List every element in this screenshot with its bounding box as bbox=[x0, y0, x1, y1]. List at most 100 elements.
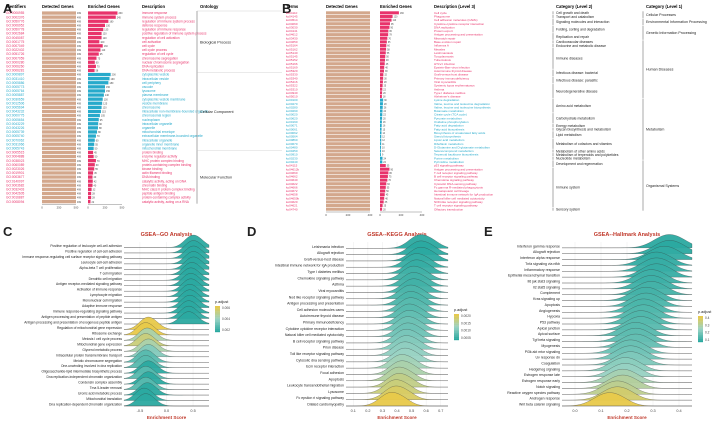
term-label: Hedgehog signaling bbox=[529, 367, 560, 371]
enriched-bar bbox=[380, 204, 383, 208]
row-term: ko00480 bbox=[286, 145, 298, 149]
enriched-label: 30 bbox=[384, 100, 387, 102]
row-identifier: GO:0000280 bbox=[6, 60, 24, 64]
category2-label: Cell growth and death bbox=[556, 11, 589, 15]
term-label: Activation of immune response bbox=[77, 288, 122, 292]
legend-gradient-step bbox=[698, 330, 703, 332]
enriched-label: 55 bbox=[387, 53, 390, 55]
row-description: kinase binding bbox=[142, 167, 163, 171]
enriched-bar bbox=[380, 47, 387, 51]
enriched-bar bbox=[380, 33, 389, 37]
ontology-label: Molecular Function bbox=[200, 176, 232, 180]
panel-e-letter: E bbox=[484, 224, 493, 239]
row-description: mitochondrial membrane bbox=[142, 147, 177, 151]
category2-label: Development and regeneration bbox=[556, 162, 603, 166]
detected-bar bbox=[42, 109, 76, 114]
detected-bar bbox=[42, 81, 76, 85]
x-tick-label: 0.3 bbox=[650, 409, 655, 413]
term-label: Mononuclear cell migration bbox=[83, 299, 123, 303]
term-label: Il6 jak stat3 signaling bbox=[528, 280, 561, 284]
term-label: Interferon gamma response bbox=[517, 244, 560, 248]
row-identifier: GO:0050776 bbox=[6, 19, 24, 23]
row-identifier: GO:0006260 bbox=[6, 65, 24, 69]
row-identifier: GO:0045087 bbox=[6, 36, 24, 40]
legend-gradient-step bbox=[215, 312, 220, 314]
detected-bar bbox=[326, 105, 370, 109]
row-identifier: GO:0023026 bbox=[6, 167, 24, 171]
detected-bar bbox=[42, 19, 76, 23]
row-identifier: GO:0019901 bbox=[6, 171, 24, 175]
enriched-bar bbox=[380, 11, 399, 15]
enriched-label: 70 bbox=[97, 66, 100, 69]
x-axis-title: Enrichment Score bbox=[607, 415, 647, 420]
term-label: Viral myocarditis bbox=[318, 289, 344, 293]
detected-bar bbox=[326, 62, 370, 66]
enriched-bar bbox=[380, 65, 385, 69]
legend-gradient-step bbox=[698, 329, 703, 331]
legend-title: p.adjust bbox=[454, 308, 468, 312]
detected-bar bbox=[326, 22, 370, 26]
density-ridge bbox=[346, 392, 448, 407]
legend-gradient-step bbox=[698, 316, 703, 318]
detected-label: 499 bbox=[77, 127, 82, 130]
enriched-label: 16 bbox=[383, 126, 386, 128]
enriched-label: 130 bbox=[104, 45, 109, 48]
row-description: chromosomal region bbox=[142, 114, 171, 118]
enriched-axis-tick: 200 bbox=[399, 213, 404, 217]
detected-label: 499 bbox=[77, 94, 82, 97]
enriched-axis-tick: 400 bbox=[420, 213, 425, 217]
row-description: MHC class II protein complex binding bbox=[142, 188, 195, 192]
term-label: P53 pathway bbox=[540, 321, 560, 325]
enriched-bar bbox=[88, 27, 104, 32]
row-description: Epstein-Barr virus infection bbox=[434, 65, 470, 69]
enriched-bar bbox=[380, 189, 386, 193]
detected-bar bbox=[326, 167, 370, 171]
term-label: Meiosis I cell cycle process bbox=[82, 337, 122, 341]
enriched-bar bbox=[88, 11, 118, 15]
detected-label: 499 bbox=[77, 70, 82, 73]
enriched-label: 40 bbox=[94, 184, 97, 187]
category2-label: Folding, sorting and degradation bbox=[556, 27, 605, 31]
enriched-bar bbox=[88, 179, 93, 183]
row-identifier: GO:0005739 bbox=[6, 130, 24, 134]
enriched-bar bbox=[380, 25, 390, 29]
detected-label: 499 bbox=[77, 37, 82, 40]
row-term: ko05169 bbox=[286, 65, 298, 69]
enriched-label: 120 bbox=[103, 37, 108, 40]
enriched-bar bbox=[380, 113, 383, 117]
legend-gradient-step bbox=[215, 325, 220, 327]
enriched-bar bbox=[88, 31, 102, 36]
enriched-label: 22 bbox=[91, 201, 94, 204]
enriched-label: 18 bbox=[383, 122, 386, 124]
enriched-bar bbox=[380, 200, 384, 204]
enriched-label: 190 bbox=[111, 78, 116, 81]
detected-bar bbox=[42, 159, 76, 163]
enriched-label: 50 bbox=[95, 156, 98, 159]
density-ridge bbox=[561, 292, 693, 307]
row-description: D-Glutamine and D-glutamate metabolism bbox=[434, 145, 491, 149]
row-identifier: GO:0005764 bbox=[6, 89, 24, 93]
detected-bar bbox=[326, 193, 370, 197]
enriched-bar bbox=[380, 87, 383, 91]
detected-label: 499 bbox=[77, 12, 82, 15]
detected-bar bbox=[326, 73, 370, 77]
col-header-ontology: Ontology bbox=[200, 4, 219, 9]
detected-axis-tick: 500 bbox=[74, 206, 79, 210]
detected-bar bbox=[42, 179, 76, 183]
row-description: Influenza A bbox=[434, 44, 449, 48]
detected-label: 499 bbox=[77, 33, 82, 36]
gsea-kegg-ridgeplot: GSEA--KEGG Analysis 0.1 0.2 0.3 0.4 0.5 0.6 0.7… bbox=[275, 232, 471, 420]
density-ridge bbox=[561, 380, 693, 395]
enriched-bar bbox=[88, 130, 98, 134]
category2-label: Metabolism of terpenoids and polyketides bbox=[556, 153, 619, 157]
enriched-bar bbox=[380, 62, 385, 66]
enriched-bar bbox=[88, 126, 98, 130]
detected-bar bbox=[326, 40, 370, 44]
row-term: ko05145 bbox=[286, 55, 298, 59]
detected-label: 499 bbox=[77, 115, 82, 118]
row-description: cell cycle bbox=[142, 44, 155, 48]
enriched-label: 180 bbox=[109, 82, 114, 85]
detected-bar bbox=[326, 160, 370, 164]
row-term: ko05330 bbox=[286, 73, 298, 77]
row-description: Chemokine signaling pathway bbox=[434, 178, 474, 182]
